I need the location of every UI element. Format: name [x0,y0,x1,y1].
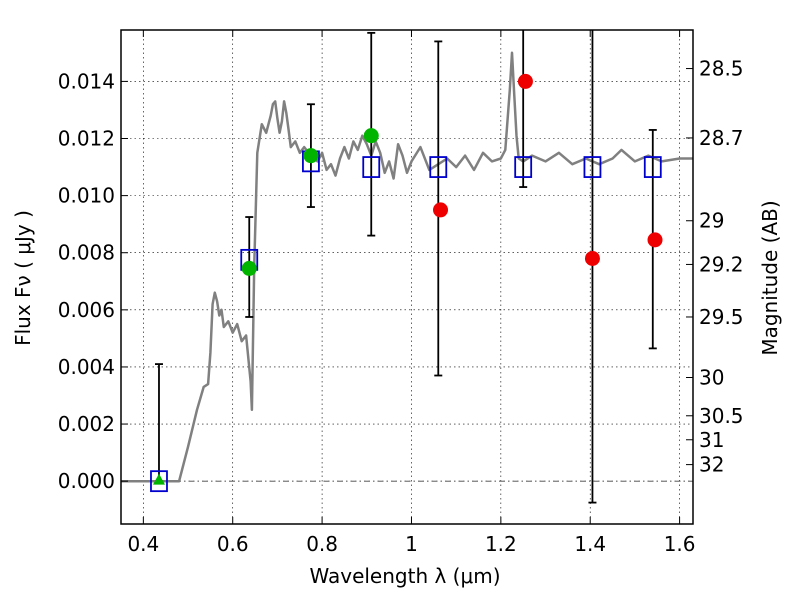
y-axis-title: Flux Fν ( μJy ) [11,210,35,346]
detection-point-1 [303,148,319,164]
y-tick-label-1: 0.002 [58,412,115,436]
y-tick-label-0: 0.000 [58,469,115,493]
y-tick-label-4: 0.008 [58,241,115,265]
y-tick-label-2: 0.004 [58,355,115,379]
grid-lines [121,30,693,524]
x-tick-label-5: 1.4 [574,532,606,556]
y2-tick-label-1: 28.7 [699,126,744,150]
x-axis-title-text: Wavelength λ (μm) [309,564,500,588]
model-photometry-square-3 [362,156,381,178]
nondetection-point-1 [517,73,533,89]
error-bars [154,30,657,504]
nondetection-point-2 [584,250,600,266]
y2-tick-label-4: 29.5 [699,305,744,329]
y2-tick-label-5: 30 [699,366,724,390]
nondetection-point-3 [647,232,663,248]
nondetection-point-0 [433,202,449,218]
model-photometry-square-0 [150,470,168,493]
x-tick-label-0: 0.4 [127,532,159,556]
model-photometry-square-5 [514,156,533,178]
y-tick-label-3: 0.006 [58,298,115,322]
tick-labels: 0.4 0.6 0.8 1 1.2 1.4 1.6 0.000 0.002 0.004 0.006 0… [58,57,744,556]
y2-tick-label-6: 30.5 [699,404,744,428]
model-photometry-square-6 [583,156,602,178]
x-tick-label-6: 1.6 [664,532,696,556]
detection-triangle-0 [152,473,165,485]
y-tick-label-6: 0.012 [58,127,115,151]
axis-ticks [121,30,693,524]
x-tick-label-4: 1.2 [485,532,517,556]
x-axis-title: Wavelength λ (μm) [309,564,500,588]
y-tick-label-5: 0.010 [58,184,115,208]
x-tick-label-3: 1 [405,532,418,556]
x-tick-label-1: 0.6 [217,532,249,556]
y2-tick-label-2: 29 [699,209,724,233]
model-photometry-square-4 [429,156,448,178]
y2-tick-label-0: 28.5 [699,57,744,81]
data-markers [150,73,663,493]
y2-tick-label-3: 29.2 [699,252,744,276]
plot-frame [120,29,694,525]
model-photometry-square-7 [643,156,662,178]
model-spectrum-line [121,51,693,483]
model-spectrum [121,51,693,483]
y-tick-label-7: 0.014 [58,69,115,93]
x-tick-label-2: 0.8 [306,532,338,556]
y2-tick-label-7: 31 [699,428,724,452]
detection-point-0 [241,260,257,276]
y2-tick-label-8: 32 [699,453,724,477]
y2-axis-title: Magnitude (AB) [758,200,782,355]
detection-point-2 [363,128,379,144]
